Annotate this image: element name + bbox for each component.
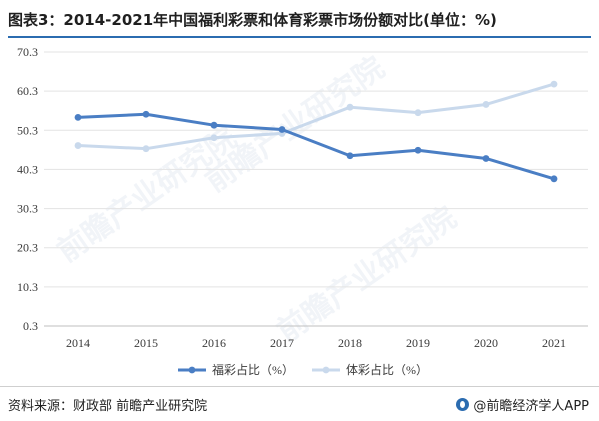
footer-divider [0,386,599,387]
x-tick-label: 2017 [270,336,294,350]
y-tick-label: 70.3 [17,45,38,59]
x-tick-label: 2019 [406,336,430,350]
data-point [142,110,150,118]
brand-credit: @前瞻经济学人APP [456,395,589,414]
x-tick-label: 2018 [338,336,362,350]
legend-marker [322,366,330,374]
y-tick-label: 0.3 [23,319,38,333]
y-tick-label: 50.3 [17,123,38,137]
data-point [550,175,558,183]
data-point [74,113,82,121]
x-tick-label: 2016 [202,336,226,350]
y-axis-ticks: 0.3 10.3 20.3 30.3 40.3 50.3 60.3 70.3 [17,45,38,333]
legend: 福彩占比（%） 体彩占比（%） [178,362,428,377]
data-point [346,103,354,111]
chart-title: 图表3：2014-2021年中国福利彩票和体育彩票市场份额对比(单位：%) [8,11,497,29]
data-point [346,152,354,160]
legend-marker [188,366,196,374]
x-tick-label: 2014 [66,336,90,350]
data-point [74,142,82,149]
title-divider [8,36,591,38]
y-tick-label: 10.3 [17,280,38,294]
x-tick-label: 2021 [542,336,566,350]
grid-lines [44,51,588,327]
y-tick-label: 60.3 [17,84,38,98]
data-point [210,121,218,129]
data-point [278,126,286,133]
data-point [550,80,558,88]
data-point [414,109,422,117]
data-point [210,134,218,142]
y-tick-label: 30.3 [17,202,38,216]
y-tick-label: 40.3 [17,162,38,176]
series-line [76,82,556,151]
x-axis-ticks: 2014 2015 2016 2017 2018 2019 2020 2021 [66,336,566,350]
brand-text: @前瞻经济学人APP [473,399,589,414]
source-note: 资料来源：财政部 前瞻产业研究院 [8,399,208,414]
legend-label: 体彩占比（%） [346,362,428,377]
series-lines [74,80,558,183]
series-line [76,112,556,181]
y-tick-label: 20.3 [17,241,38,255]
legend-label: 福彩占比（%） [212,362,294,377]
brand-logo-icon [456,398,470,411]
data-point [414,146,422,154]
data-point [142,145,150,153]
x-tick-label: 2020 [474,336,498,350]
data-point [482,101,490,108]
x-tick-label: 2015 [134,336,158,350]
data-point [482,155,490,162]
